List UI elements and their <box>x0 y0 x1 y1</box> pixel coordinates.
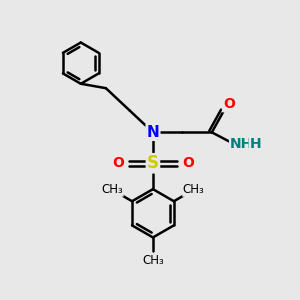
Text: CH₃: CH₃ <box>183 183 204 196</box>
Text: N: N <box>147 125 159 140</box>
Text: O: O <box>223 98 235 111</box>
Text: S: S <box>147 154 159 172</box>
Text: O: O <box>182 156 194 170</box>
Text: CH₃: CH₃ <box>101 183 123 196</box>
Text: H: H <box>249 137 261 151</box>
Text: CH₃: CH₃ <box>142 254 164 267</box>
Text: O: O <box>112 156 124 170</box>
Text: NH: NH <box>230 137 253 151</box>
